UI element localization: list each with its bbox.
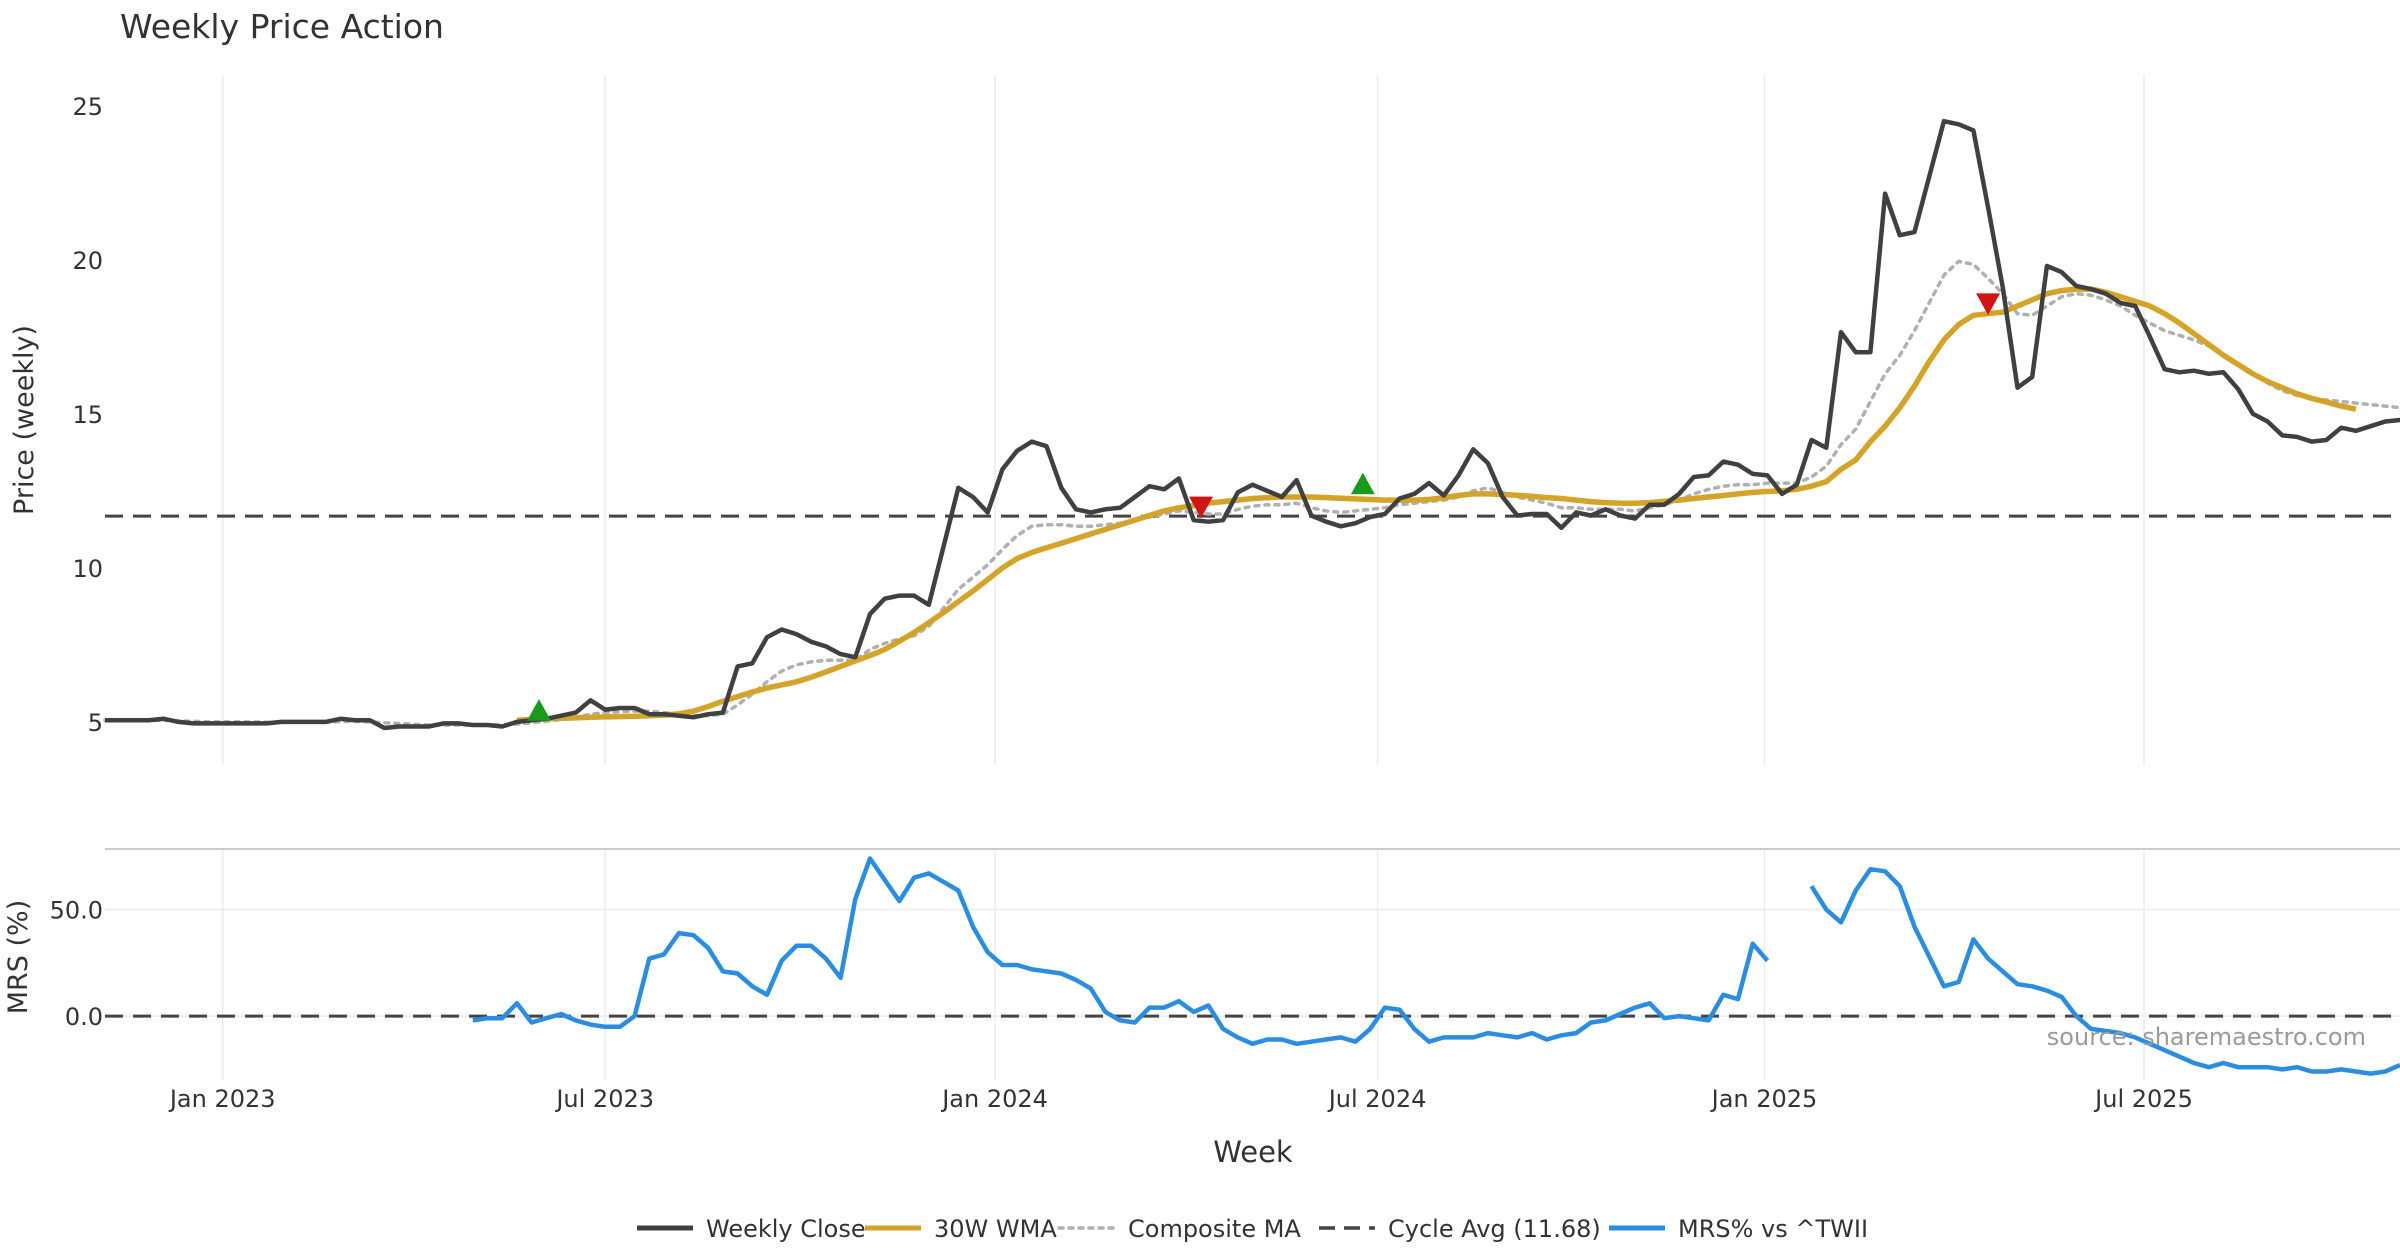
mrs-panel: 0.0 50.0 MRS (%) source: sharemaestro.com (3, 850, 2400, 1080)
weekly-close-line (105, 118, 2400, 731)
legend-label: Weekly Close (706, 1215, 866, 1243)
mrs-y-tick-label: 0.0 (65, 1003, 103, 1031)
legend-item: Weekly Close (637, 1215, 866, 1243)
price-y-tick-label: 15 (72, 401, 103, 429)
price-panel: 5 10 15 20 25 Price (weekly) (9, 75, 2400, 765)
composite-ma-line (103, 259, 2400, 727)
x-axis: Jan 2023 Jul 2023 Jan 2024 Jul 2024 Jan 2025… (168, 1085, 2193, 1113)
legend-item: Cycle Avg (11.68) (1319, 1215, 1601, 1243)
x-tick-label: Jul 2023 (554, 1085, 654, 1113)
mrs-y-tick-label: 50.0 (50, 897, 103, 925)
buy-signal-marker (526, 699, 551, 721)
legend-item: MRS% vs ^TWII (1609, 1215, 1868, 1243)
buy-signal-marker (1350, 472, 1375, 495)
legend-label: Composite MA (1128, 1215, 1301, 1243)
watermark-text: source: sharemaestro.com (2047, 1023, 2366, 1051)
legend: Weekly Close 30W WMA Composite MA Cycle Avg… (637, 1215, 1868, 1243)
legend-label: MRS% vs ^TWII (1678, 1215, 1868, 1243)
x-axis-label: Week (1213, 1135, 1293, 1169)
legend-item: 30W WMA (865, 1215, 1057, 1243)
price-y-axis-label: Price (weekly) (9, 325, 40, 515)
mrs-line-segment (472, 856, 1770, 1047)
chart-title: Weekly Price Action (120, 7, 444, 46)
price-y-axis: 5 10 15 20 25 (72, 93, 103, 737)
price-y-tick-label: 25 (72, 93, 103, 121)
x-tick-label: Jan 2025 (1710, 1085, 1818, 1113)
signal-markers (526, 293, 2001, 721)
legend-label: 30W WMA (934, 1215, 1057, 1243)
sell-signal-marker (1189, 496, 1214, 519)
mrs-y-axis: 0.0 50.0 (50, 897, 103, 1031)
sell-signal-marker (1976, 293, 2001, 315)
x-tick-label: Jan 2023 (168, 1085, 276, 1113)
legend-label: Cycle Avg (11.68) (1388, 1215, 1601, 1243)
mrs-y-axis-label: MRS (%) (3, 900, 34, 1015)
price-series-group (103, 118, 2400, 731)
wma-30w-line (516, 286, 2357, 724)
price-y-tick-label: 20 (72, 247, 103, 275)
price-gridlines (221, 75, 2145, 765)
price-y-tick-label: 10 (72, 555, 103, 583)
legend-item: Composite MA (1057, 1215, 1301, 1243)
x-tick-label: Jul 2024 (1327, 1085, 1427, 1113)
mrs-line-segment (1809, 866, 2400, 1076)
x-tick-label: Jul 2025 (2093, 1085, 2193, 1113)
price-y-tick-label: 5 (88, 709, 103, 737)
mrs-series-group (105, 856, 2400, 1076)
x-tick-label: Jan 2024 (940, 1085, 1048, 1113)
